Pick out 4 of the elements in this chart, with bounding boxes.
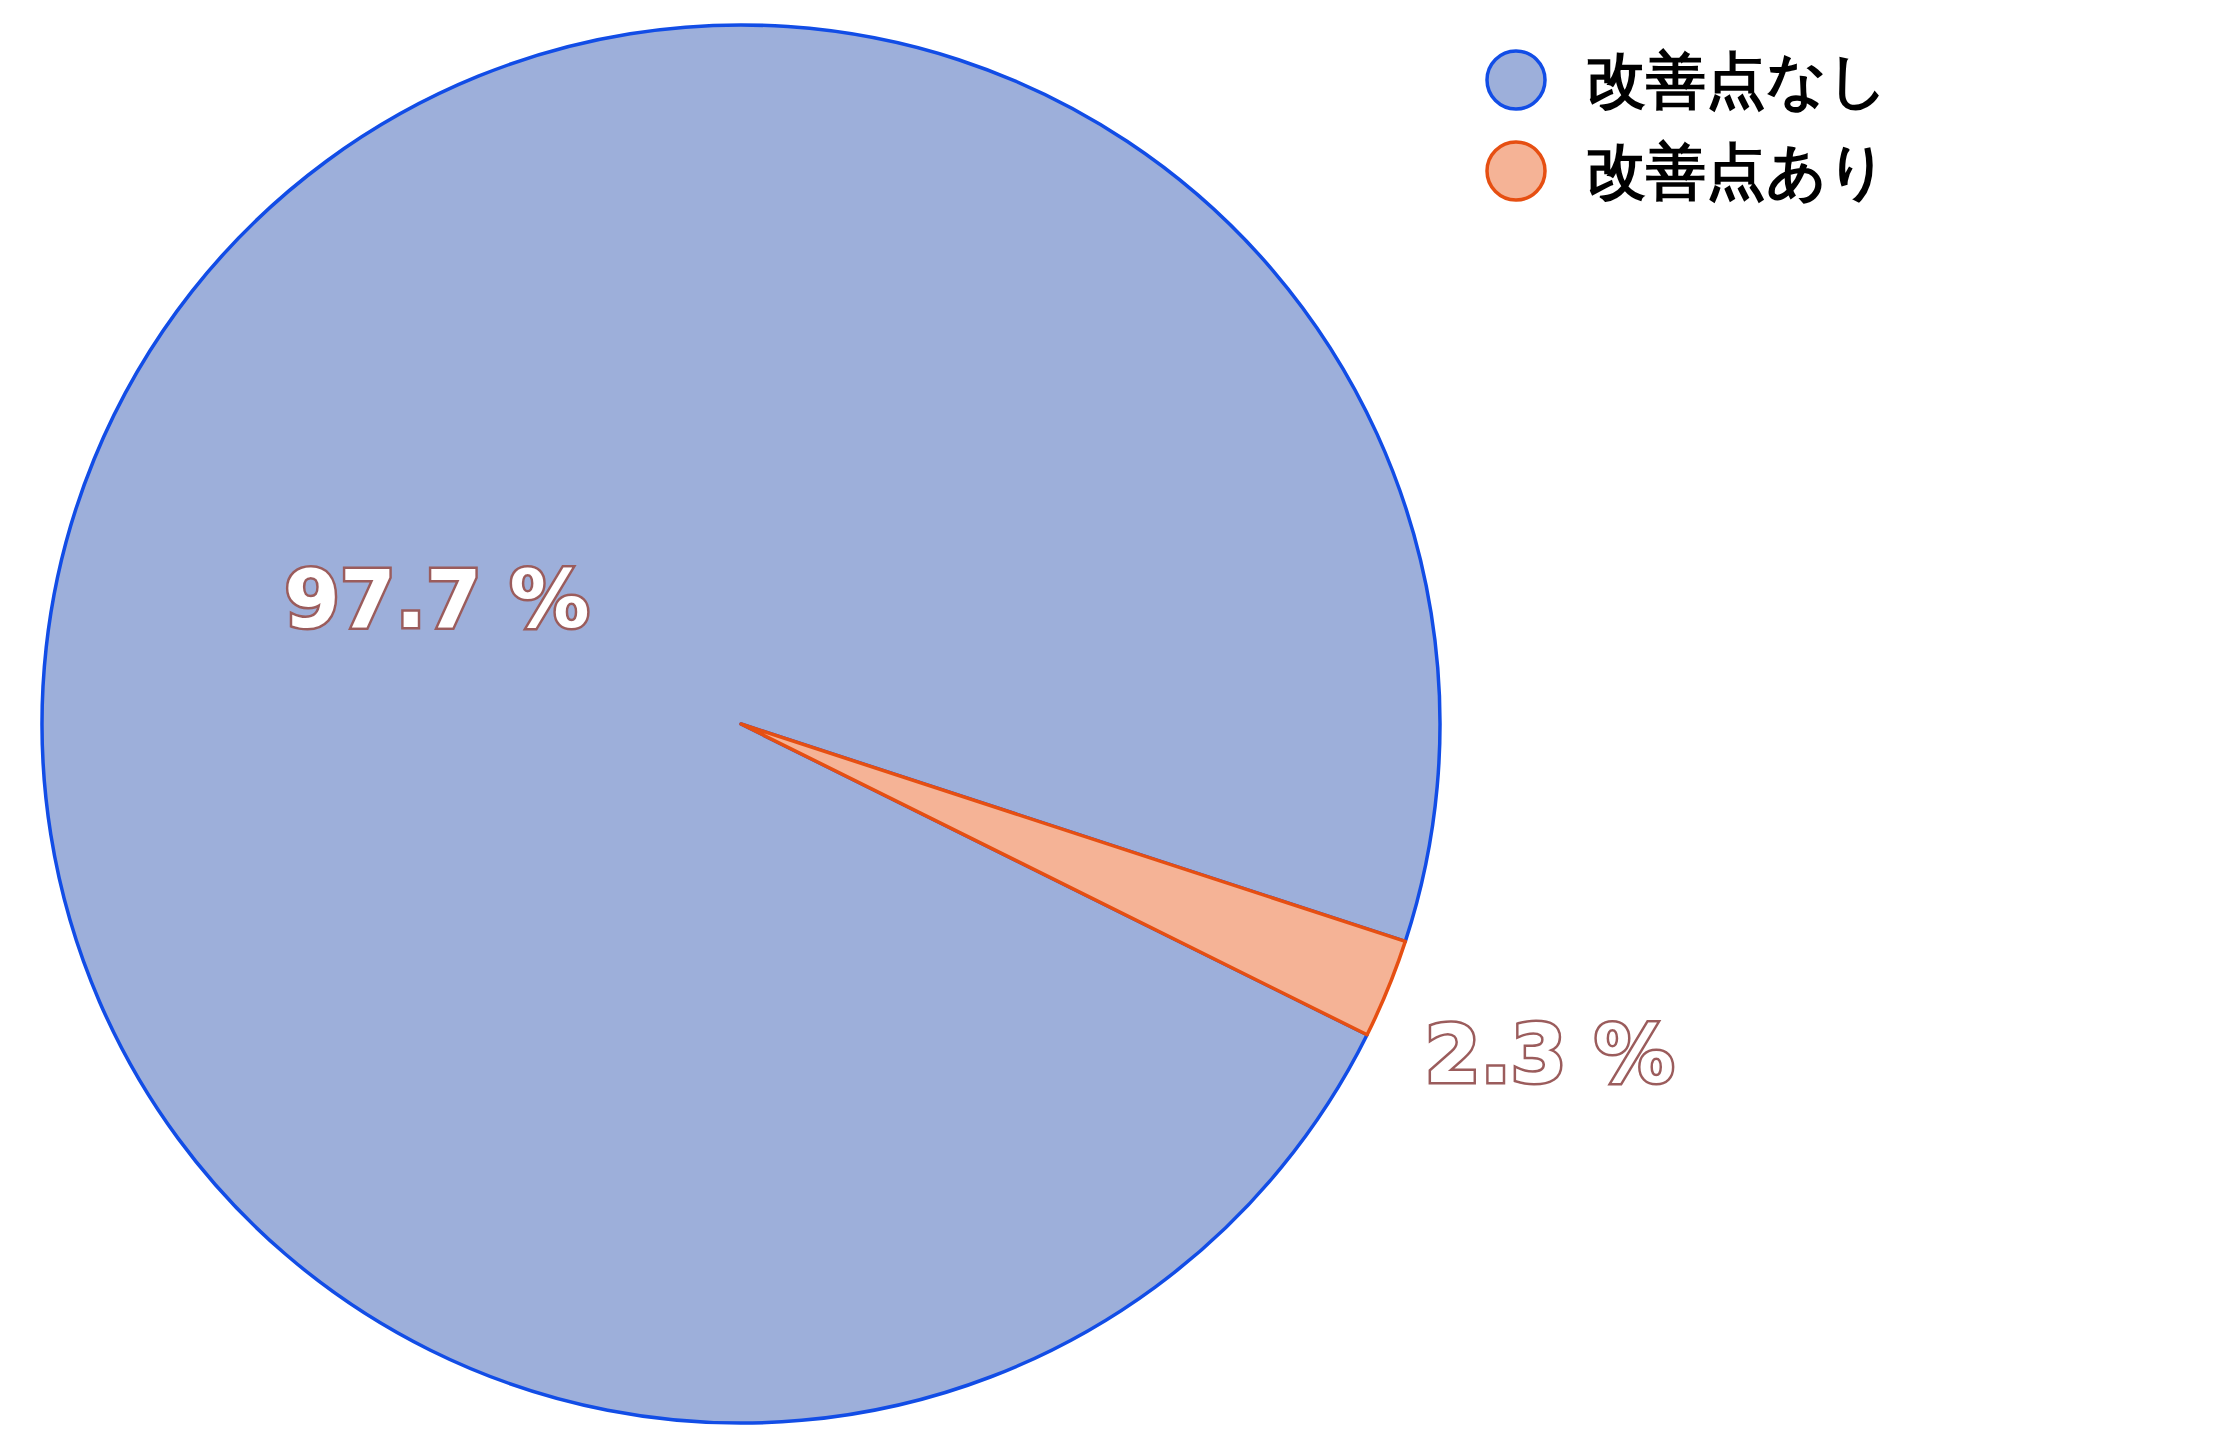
legend-label: 改善点なし bbox=[1586, 45, 1888, 115]
legend-label: 改善点あり bbox=[1586, 136, 1888, 206]
data-label: 97.7 % bbox=[284, 553, 590, 647]
data-label: 2.3 % bbox=[1424, 1008, 1675, 1102]
